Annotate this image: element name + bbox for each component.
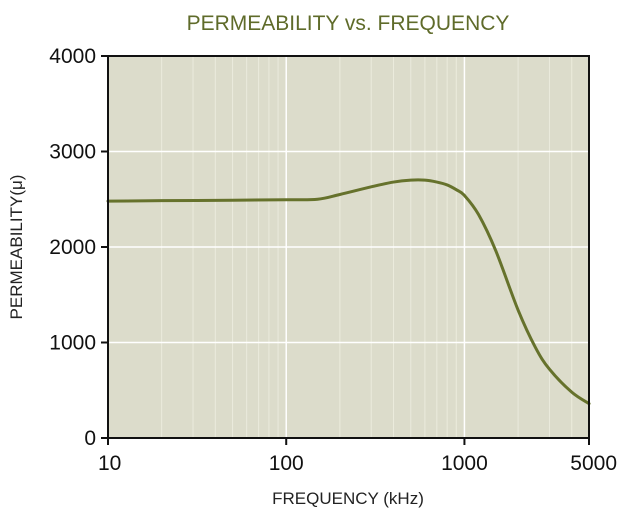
x-tick-label: 5000 (570, 452, 617, 475)
major-gridlines (108, 56, 589, 438)
x-axis-label: FREQUENCY (kHz) (272, 489, 424, 508)
x-tick-label: 1000 (441, 452, 488, 475)
y-tick-label: 4000 (49, 45, 96, 68)
y-tick-label: 1000 (49, 332, 96, 355)
y-axis-label: PERMEABILITY(μ) (7, 175, 26, 320)
x-tick-label: 10 (98, 452, 121, 475)
y-tick-label: 3000 (49, 141, 96, 164)
y-tick-label: 0 (84, 427, 96, 450)
ticks: 0 1000 2000 3000 4000 10 100 1000 5000 (49, 45, 617, 475)
y-tick-label: 2000 (49, 236, 96, 259)
permeability-series-line (106, 178, 591, 406)
x-tick-label: 100 (269, 452, 304, 475)
chart-title: PERMEABILITY vs. FREQUENCY (187, 12, 510, 35)
